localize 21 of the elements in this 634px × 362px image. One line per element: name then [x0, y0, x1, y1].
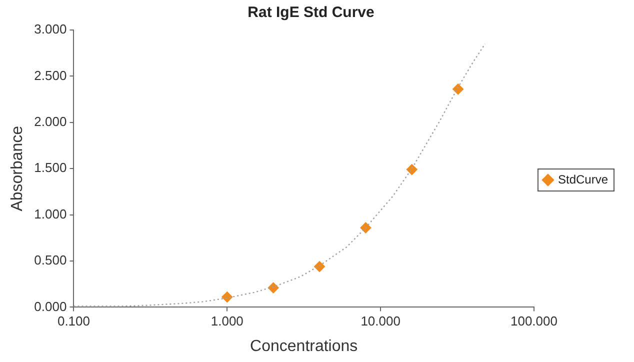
x-tick-label: 100.000 — [510, 314, 558, 329]
point — [222, 292, 233, 303]
legend-label: StdCurve — [558, 172, 608, 186]
point — [452, 84, 464, 95]
x-tick-label: 0.100 — [57, 314, 90, 329]
y-tick-label: 2.500 — [34, 68, 67, 83]
x-axis-title: Concentrations — [250, 338, 358, 355]
y-tick-label: 1.000 — [34, 206, 67, 222]
y-axis-title: Absorbance — [9, 126, 26, 212]
point — [314, 261, 326, 272]
x-tick-label: 1.000 — [210, 314, 244, 329]
y-tick-label: 3.000 — [34, 22, 67, 37]
point — [268, 282, 279, 294]
y-tick-label: 0.000 — [34, 298, 67, 314]
x-tick-label: 10.000 — [360, 314, 400, 329]
y-tick-label: 0.500 — [34, 252, 67, 268]
point — [360, 222, 372, 234]
chart-title: Rat IgE Std Curve — [248, 4, 374, 22]
y-tick-label: 1.500 — [34, 160, 67, 176]
point — [406, 164, 418, 176]
y-tick-label: 2.000 — [34, 114, 67, 129]
